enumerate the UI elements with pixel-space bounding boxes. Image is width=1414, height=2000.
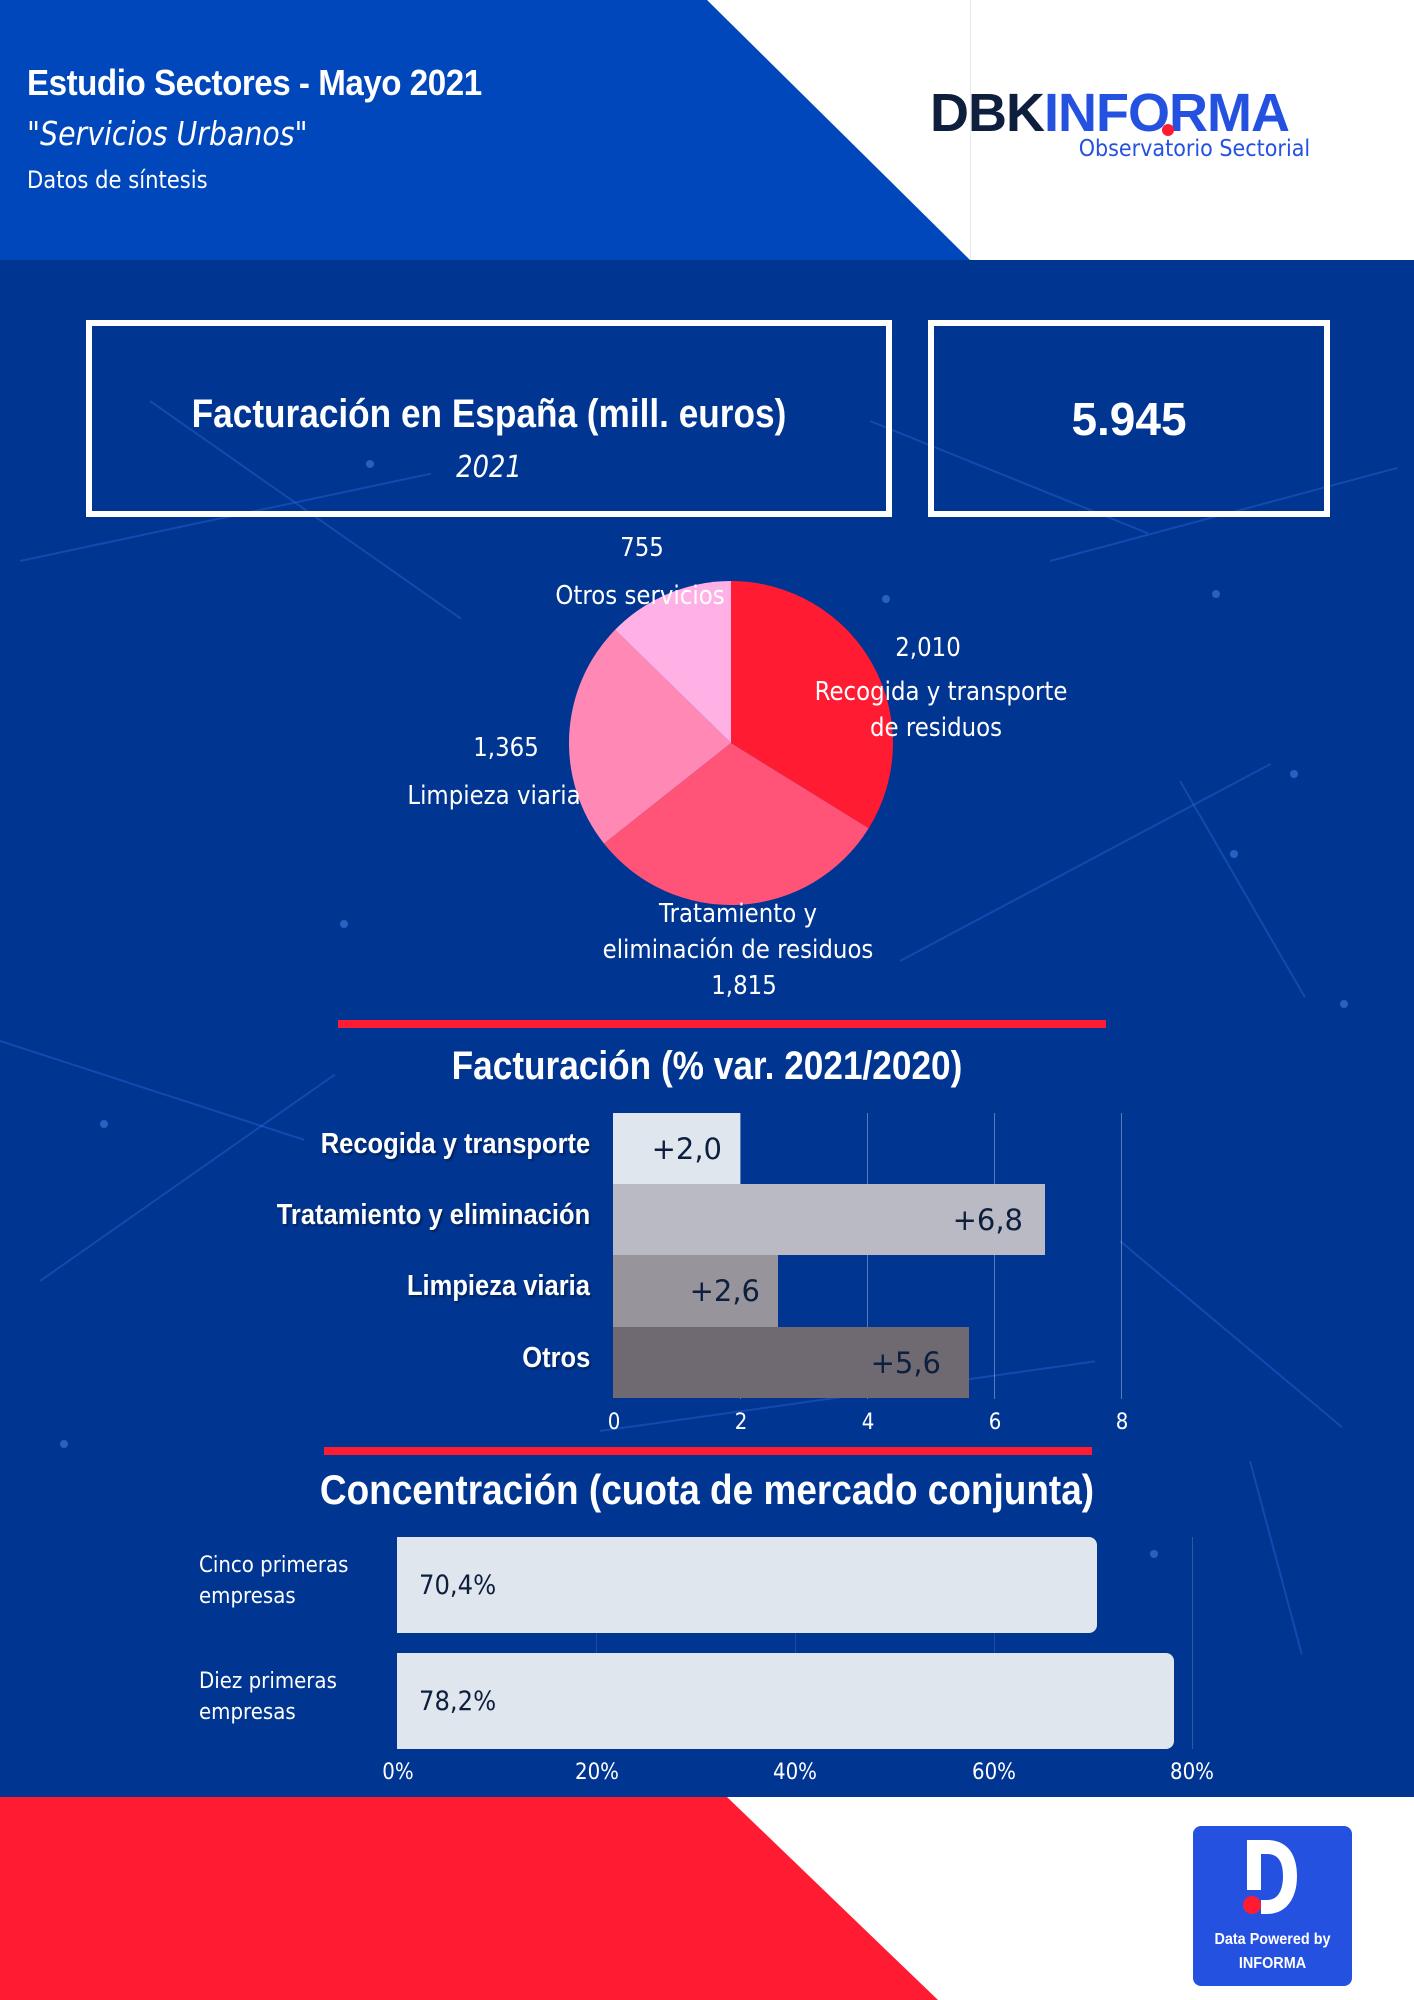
- bar-category-label: Limpieza viaria: [407, 1270, 590, 1302]
- bar-otros[interactable]: +5,6: [613, 1327, 969, 1398]
- dbk-informa-logo: DBKINFORMA Observatorio Sectorial: [930, 86, 1310, 166]
- logo-red-dot-icon: [1162, 124, 1174, 136]
- x-tick: 0: [607, 1410, 621, 1435]
- bar-tratamiento[interactable]: +6,8: [613, 1184, 1045, 1255]
- x-tick: 8: [1115, 1410, 1129, 1435]
- kpi-value: 5.945: [1071, 393, 1187, 445]
- badge-line2: INFORMA: [1238, 1955, 1307, 1972]
- kpi-label-box: Facturación en España (mill. euros) 2021: [86, 320, 892, 517]
- bar-cinco-primeras[interactable]: 70,4%: [397, 1537, 1097, 1633]
- bar-value: +2,0: [651, 1131, 722, 1166]
- kpi-value-box: 5.945: [928, 320, 1330, 517]
- bar-category-label: Otros: [521, 1342, 590, 1374]
- bar-value: +6,8: [952, 1202, 1023, 1237]
- footer: Data Powered by INFORMA: [0, 1797, 1414, 2000]
- bar-category-label: Recogida y transporte: [320, 1128, 590, 1160]
- concentration-label-diez: Diez primeras empresas: [199, 1669, 337, 1725]
- variation-title: Facturación (% var. 2021/2020): [451, 1044, 963, 1088]
- badge-text: Data Powered by INFORMA: [1201, 1928, 1344, 1976]
- pie-chart: [569, 581, 893, 905]
- gridline: [1192, 1537, 1193, 1749]
- report-title: Estudio Sectores - Mayo 2021: [27, 62, 482, 103]
- concentration-label-cinco: Cinco primeras empresas: [199, 1553, 349, 1609]
- pie-value-tratamiento: 1,815: [711, 971, 777, 1001]
- informa-d-icon: [1243, 1840, 1297, 1914]
- pie-label-otros: Otros servicios: [555, 581, 725, 611]
- x-tick: 6: [988, 1410, 1002, 1435]
- kpi-year: 2021: [456, 450, 522, 485]
- bar-diez-primeras[interactable]: 78,2%: [397, 1653, 1174, 1749]
- header: Estudio Sectores - Mayo 2021 "Servicios …: [0, 0, 1414, 260]
- report-caption: Datos de síntesis: [27, 166, 208, 194]
- header-divider: [970, 0, 971, 260]
- bar-limpieza[interactable]: +2,6: [613, 1255, 778, 1327]
- pie-label-recogida-line1: Recogida y transporte: [814, 677, 1068, 707]
- gridline: [994, 1537, 995, 1749]
- gridline: [867, 1113, 868, 1399]
- x-tick: 0%: [382, 1760, 414, 1785]
- bar-value: +5,6: [870, 1345, 941, 1380]
- pie-value-otros: 755: [620, 533, 664, 563]
- x-tick: 60%: [971, 1760, 1017, 1785]
- x-tick: 40%: [772, 1760, 818, 1785]
- pie-label-tratamiento-line2: eliminación de residuos: [602, 935, 874, 965]
- pie-label-limpieza: Limpieza viaria: [407, 781, 581, 811]
- bar-value: 70,4%: [419, 1569, 497, 1601]
- pie-slice-recogida[interactable]: [731, 581, 893, 829]
- data-powered-by-informa-badge: Data Powered by INFORMA: [1193, 1826, 1352, 1986]
- pie-label-recogida-line2: de residuos: [869, 713, 1003, 743]
- gridline: [795, 1537, 796, 1749]
- kpi-label: Facturación en España (mill. euros): [191, 392, 787, 436]
- x-tick: 80%: [1169, 1760, 1215, 1785]
- logo-wordmark: DBKINFORMA: [930, 83, 1290, 143]
- gridline: [596, 1537, 597, 1749]
- bar-category-label: Tratamiento y eliminación: [276, 1199, 590, 1231]
- section-divider: [338, 1020, 1106, 1028]
- section-divider: [324, 1447, 1092, 1455]
- main-panel: Facturación en España (mill. euros) 2021…: [0, 260, 1414, 1797]
- bar-value: 78,2%: [419, 1685, 497, 1717]
- pie-slice-otros[interactable]: [615, 581, 731, 743]
- x-tick: 4: [861, 1410, 875, 1435]
- badge-line1: Data Powered by: [1214, 1931, 1331, 1948]
- x-tick: 2: [734, 1410, 748, 1435]
- pie-value-recogida: 2,010: [895, 633, 961, 663]
- concentration-title: Concentración (cuota de mercado conjunta…: [319, 1466, 1095, 1513]
- x-tick: 20%: [574, 1760, 620, 1785]
- report-subtitle: "Servicios Urbanos": [27, 114, 308, 153]
- logo-tagline: Observatorio Sectorial: [1078, 136, 1310, 162]
- bar-value: +2,6: [689, 1274, 760, 1308]
- gridline: [1121, 1113, 1122, 1399]
- pie-slice-limpieza[interactable]: [569, 629, 731, 844]
- logo-dbk: DBK: [930, 83, 1045, 143]
- gridline: [994, 1113, 995, 1399]
- pie-label-tratamiento-line1: Tratamiento y: [658, 899, 818, 929]
- bar-recogida[interactable]: +2,0: [613, 1113, 740, 1184]
- pie-slice-tratamiento[interactable]: [604, 743, 869, 905]
- pie-value-limpieza: 1,365: [473, 733, 539, 763]
